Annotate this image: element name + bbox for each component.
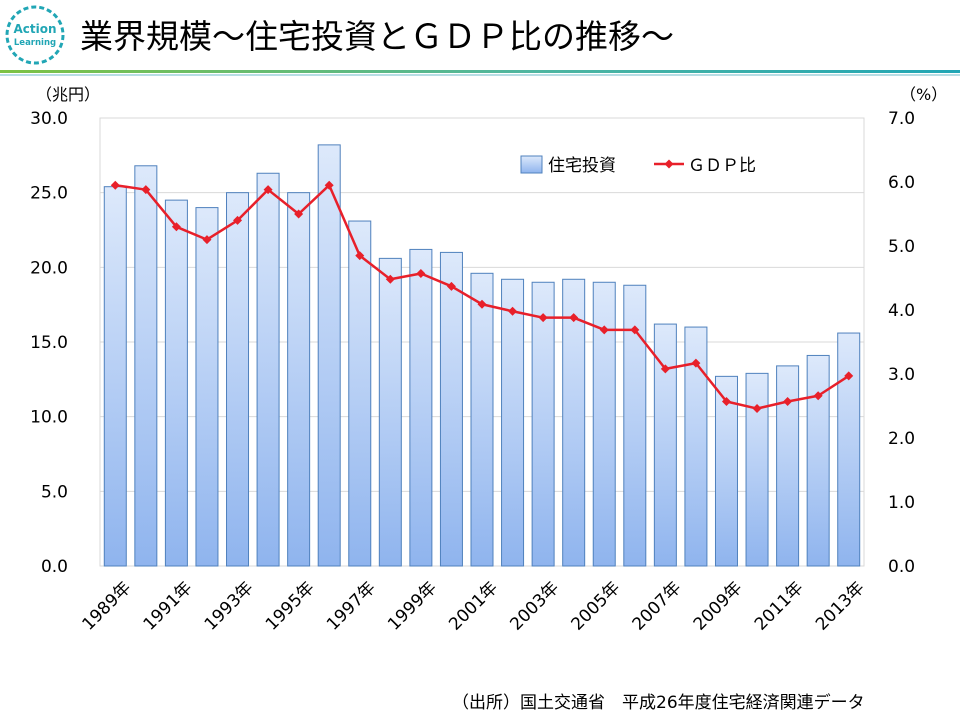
y-right-tick: 1.0	[888, 493, 915, 513]
gdp-point-2013年	[844, 371, 854, 381]
y-left-tick: 5.0	[41, 482, 68, 502]
gdp-point-2009年	[721, 397, 731, 407]
bar-2009年	[714, 375, 738, 567]
bar-1998年	[378, 257, 402, 567]
bar-series	[103, 144, 861, 567]
gdp-point-1991年	[171, 222, 181, 232]
gdp-point-1993年	[233, 215, 243, 225]
y-right-tick: 2.0	[888, 429, 915, 449]
y-left-unit: （兆円）	[36, 85, 100, 104]
y-right-tick: 3.0	[888, 365, 915, 385]
gdp-point-2011年	[783, 397, 793, 407]
bar-2007年	[653, 323, 677, 567]
x-tick-2009年: 2009年	[690, 578, 747, 635]
x-tick-1995年: 1995年	[262, 578, 319, 635]
gdp-point-2005年	[599, 325, 609, 335]
y-left-tick: 30.0	[30, 109, 68, 129]
bar-1992年	[195, 207, 219, 567]
gdp-point-2008年	[691, 358, 701, 368]
gdp-point-1989年	[110, 180, 120, 190]
x-tick-2005年: 2005年	[568, 578, 625, 635]
gdp-point-1994年	[263, 185, 273, 195]
bar-2004年	[562, 278, 586, 567]
y-right-tick: 4.0	[888, 301, 915, 321]
bar-1995年	[287, 192, 311, 567]
gdp-point-1992年	[202, 235, 212, 245]
title-underline	[0, 70, 960, 76]
y-right-tick: 0.0	[888, 557, 915, 577]
gdp-point-2007年	[660, 364, 670, 374]
bar-2003年	[531, 281, 555, 567]
bar-2008年	[684, 326, 708, 567]
y-right-unit: （%）	[900, 85, 947, 104]
source-note: （出所）国土交通省 平成26年度住宅経済関連データ	[452, 693, 865, 713]
bar-1999年	[409, 248, 433, 567]
page-title: 業界規模～住宅投資とＧＤＰ比の推移～	[80, 17, 674, 56]
x-tick-2011年: 2011年	[751, 578, 808, 635]
x-tick-2013年: 2013年	[812, 578, 869, 635]
gdp-point-2004年	[569, 313, 579, 323]
bar-2010年	[745, 372, 769, 567]
bar-1996年	[317, 144, 341, 567]
legend-line-label: ＧＤＰ比	[688, 156, 756, 176]
gdp-point-1995年	[294, 209, 304, 219]
gdp-point-1997年	[355, 251, 365, 261]
housing-investment-chart: 0.0 5.0 10.0 15.0 20.0 25.0 30.0 0.0 1.0 2.0 3.0 4.…	[30, 85, 947, 635]
bar-1989年	[103, 186, 127, 567]
gdp-point-1999年	[416, 269, 426, 279]
gdp-point-2006年	[630, 325, 640, 335]
x-tick-2003年: 2003年	[506, 578, 563, 635]
line-series	[110, 180, 854, 414]
legend-bar-swatch	[520, 155, 543, 174]
bar-1993年	[226, 192, 250, 567]
gdp-point-1996年	[324, 180, 334, 190]
y-left-tick: 0.0	[41, 557, 68, 577]
bar-2000年	[439, 251, 463, 567]
x-tick-1989年: 1989年	[79, 578, 136, 635]
y-left-tick: 20.0	[30, 258, 68, 278]
bar-1997年	[348, 220, 372, 567]
logo-text-bottom: Learning	[14, 38, 56, 48]
y-left-tick: 25.0	[30, 184, 68, 204]
gdp-point-2000年	[446, 281, 456, 291]
bar-1991年	[164, 199, 188, 567]
y-left-tick: 15.0	[30, 333, 68, 353]
bar-2002年	[501, 278, 525, 567]
gdp-point-1998年	[385, 274, 395, 284]
gdp-point-2010年	[752, 404, 762, 414]
x-tick-2001年: 2001年	[445, 578, 502, 635]
bar-2013年	[837, 332, 861, 567]
x-tick-2007年: 2007年	[629, 578, 686, 635]
y-right-tick: 5.0	[888, 237, 915, 257]
x-tick-1993年: 1993年	[201, 578, 258, 635]
gdp-point-2012年	[813, 391, 823, 401]
legend: 住宅投資 ＧＤＰ比	[520, 155, 756, 176]
bar-2006年	[623, 284, 647, 567]
logo-text-top: Action	[13, 22, 56, 36]
bar-2001年	[470, 272, 494, 567]
action-learning-logo: Action Learning	[5, 5, 65, 65]
gdp-point-2001年	[477, 299, 487, 309]
x-tick-1991年: 1991年	[140, 578, 197, 635]
gdp-point-1990年	[141, 185, 151, 195]
y-right-tick: 6.0	[888, 173, 915, 193]
bar-1994年	[256, 172, 280, 567]
bar-2005年	[592, 281, 616, 567]
bar-2012年	[806, 354, 830, 567]
legend-bar-label: 住宅投資	[548, 156, 616, 176]
x-tick-1997年: 1997年	[323, 578, 380, 635]
bar-1990年	[134, 165, 158, 567]
y-right-tick: 7.0	[888, 109, 915, 129]
gdp-point-2003年	[538, 313, 548, 323]
bar-2011年	[776, 365, 800, 567]
legend-line-marker	[664, 159, 674, 169]
gdp-point-2002年	[508, 306, 518, 316]
x-tick-1999年: 1999年	[384, 578, 441, 635]
y-left-tick: 10.0	[30, 408, 68, 428]
